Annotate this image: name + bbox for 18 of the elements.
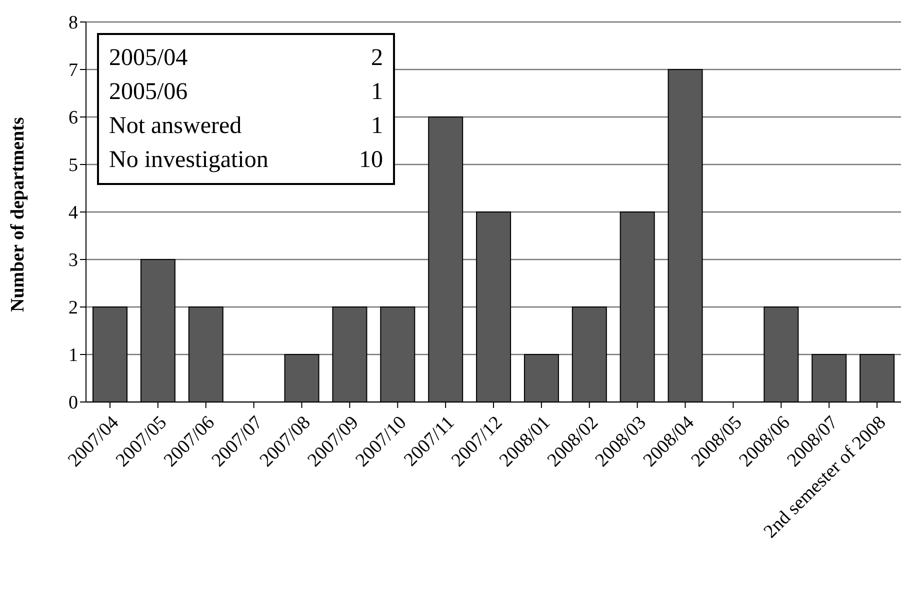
annotation: 1	[371, 112, 383, 141]
y-tick-label: 4	[68, 202, 78, 224]
annotation: Not answered	[109, 112, 242, 141]
y-tick-label: 8	[68, 12, 78, 34]
y-tick-label: 5	[68, 155, 78, 176]
annotation: 2	[371, 44, 383, 73]
annotation: No investigation	[109, 146, 268, 175]
y-tick-label: 1	[68, 345, 78, 366]
annotation: 2005/04	[109, 44, 188, 73]
y-tick-label: 6	[68, 108, 78, 129]
y-tick-label: 2	[68, 298, 78, 319]
y-axis-title: Number of departments	[8, 117, 29, 312]
annotation: 1	[371, 78, 383, 107]
annotation: 10	[359, 146, 383, 175]
annotation: 2005/06	[109, 78, 188, 107]
y-tick-label: 7	[68, 60, 78, 82]
y-tick-label: 0	[68, 392, 78, 414]
y-tick-label: 3	[68, 250, 78, 272]
